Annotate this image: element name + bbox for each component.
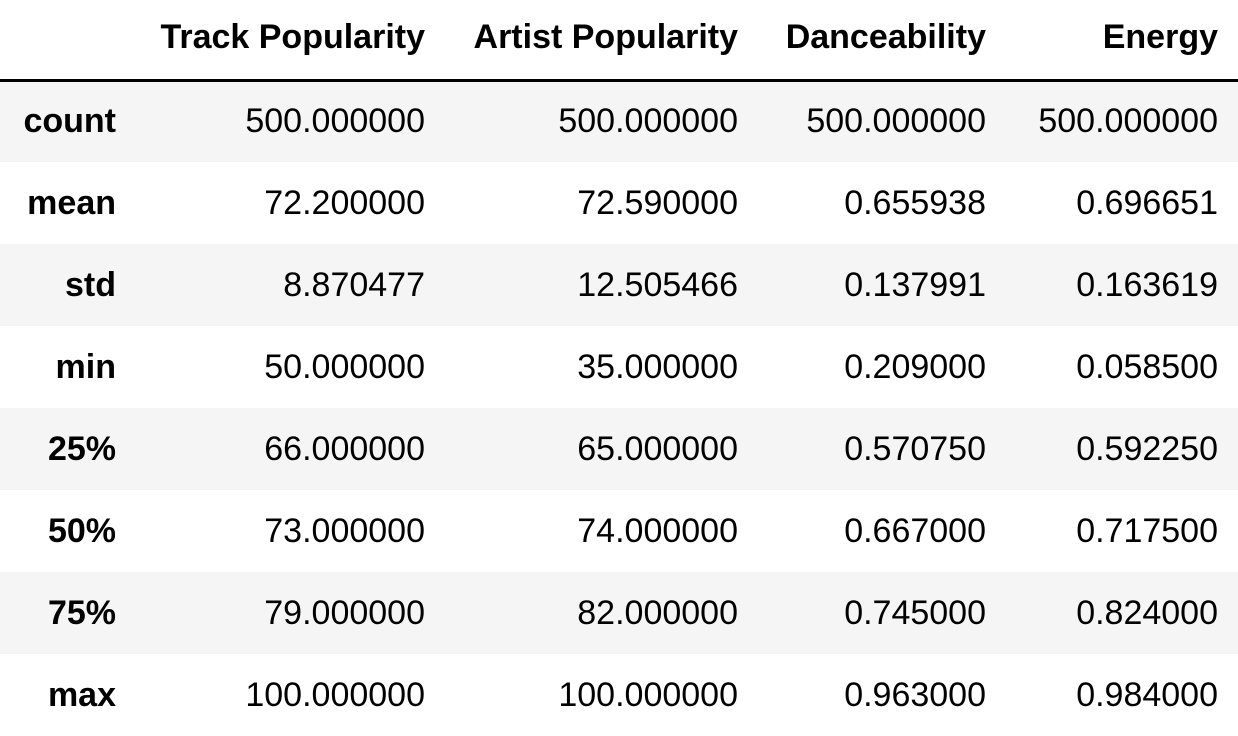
table-cell: 0.655938 — [844, 183, 986, 222]
table-cell: 0.137991 — [844, 265, 986, 304]
table-cell: 50.000000 — [264, 347, 425, 386]
table-cell: 0.696651 — [1076, 183, 1218, 222]
table-cell: 0.824000 — [1076, 593, 1218, 632]
row-index-label: mean — [27, 183, 116, 222]
header-row: Track Popularity Artist Popularity Dance… — [0, 0, 1238, 82]
table-cell: 74.000000 — [577, 511, 738, 550]
column-header: Danceability — [758, 0, 1006, 82]
row-index-label: count — [23, 102, 116, 141]
index-header-corner — [0, 0, 130, 82]
table-cell: 66.000000 — [264, 429, 425, 468]
table-header: Track Popularity Artist Popularity Dance… — [0, 0, 1238, 82]
table-cell: 65.000000 — [577, 429, 738, 468]
table-cell: 35.000000 — [577, 347, 738, 386]
table-cell: 500.000000 — [558, 102, 738, 141]
table-row: 50% 73.000000 74.000000 0.667000 0.717500 — [0, 490, 1238, 572]
table-body: count 500.000000 500.000000 500.000000 500.0… — [0, 80, 1238, 736]
table-row: max 100.000000 100.000000 0.963000 0.984000 — [0, 654, 1238, 736]
table-cell: 72.590000 — [577, 183, 738, 222]
column-header: Energy — [1006, 0, 1238, 82]
table-row: mean 72.200000 72.590000 0.655938 0.696651 — [0, 162, 1238, 244]
table-cell: 8.870477 — [283, 265, 425, 304]
table-cell: 0.209000 — [844, 347, 986, 386]
table-cell: 500.000000 — [806, 102, 986, 141]
table-row: min 50.000000 35.000000 0.209000 0.058500 — [0, 326, 1238, 408]
table-cell: 0.963000 — [844, 675, 986, 714]
row-index-label: 25% — [47, 429, 116, 468]
row-index-label: std — [65, 265, 116, 304]
table-row: 25% 66.000000 65.000000 0.570750 0.592250 — [0, 408, 1238, 490]
row-index-label: min — [55, 347, 116, 386]
table-cell: 0.717500 — [1076, 511, 1218, 550]
table-cell: 79.000000 — [264, 593, 425, 632]
table-cell: 500.000000 — [245, 102, 425, 141]
table-row: 75% 79.000000 82.000000 0.745000 0.824000 — [0, 572, 1238, 654]
table-cell: 12.505466 — [577, 265, 738, 304]
table-cell: 0.592250 — [1076, 429, 1218, 468]
column-header: Track Popularity — [130, 0, 445, 82]
table-cell: 0.984000 — [1076, 675, 1218, 714]
table-cell: 82.000000 — [577, 593, 738, 632]
row-index-label: max — [47, 675, 116, 714]
table-cell: 0.058500 — [1076, 347, 1218, 386]
table-cell: 0.570750 — [844, 429, 986, 468]
table-cell: 500.000000 — [1038, 102, 1218, 141]
row-index-label: 75% — [47, 593, 116, 632]
table-row: std 8.870477 12.505466 0.137991 0.163619 — [0, 244, 1238, 326]
row-index-label: 50% — [47, 511, 116, 550]
table-cell: 0.745000 — [844, 593, 986, 632]
table-cell: 73.000000 — [264, 511, 425, 550]
table-cell: 0.667000 — [844, 511, 986, 550]
table-cell: 0.163619 — [1076, 265, 1218, 304]
table-cell: 100.000000 — [558, 675, 738, 714]
column-header: Artist Popularity — [445, 0, 758, 82]
table-cell: 72.200000 — [264, 183, 425, 222]
table-row: count 500.000000 500.000000 500.000000 500.0… — [0, 80, 1238, 162]
table-cell: 100.000000 — [245, 675, 425, 714]
